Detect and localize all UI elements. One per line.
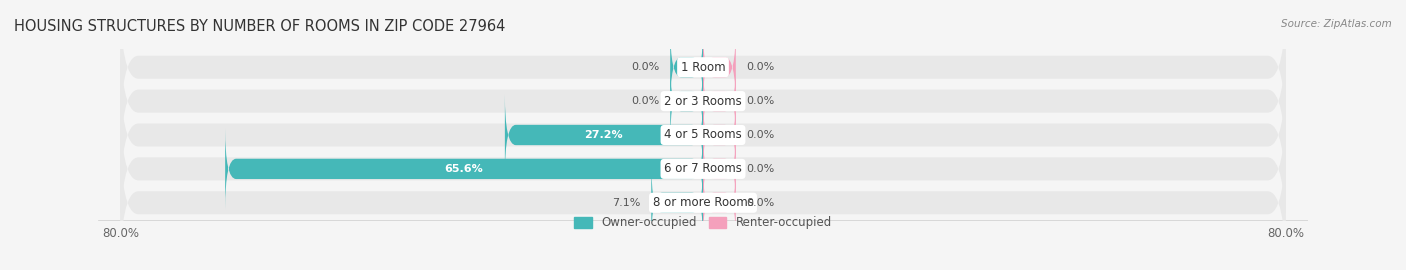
FancyBboxPatch shape <box>703 94 735 176</box>
Text: HOUSING STRUCTURES BY NUMBER OF ROOMS IN ZIP CODE 27964: HOUSING STRUCTURES BY NUMBER OF ROOMS IN… <box>14 19 505 34</box>
FancyBboxPatch shape <box>651 162 703 244</box>
FancyBboxPatch shape <box>121 96 1285 242</box>
FancyBboxPatch shape <box>703 162 735 244</box>
FancyBboxPatch shape <box>703 128 735 210</box>
Text: 0.0%: 0.0% <box>747 130 775 140</box>
Text: 0.0%: 0.0% <box>747 62 775 72</box>
Text: 7.1%: 7.1% <box>612 198 640 208</box>
Text: 27.2%: 27.2% <box>585 130 623 140</box>
FancyBboxPatch shape <box>505 94 703 176</box>
Legend: Owner-occupied, Renter-occupied: Owner-occupied, Renter-occupied <box>574 216 832 229</box>
FancyBboxPatch shape <box>121 0 1285 140</box>
FancyBboxPatch shape <box>703 60 735 142</box>
Text: 8 or more Rooms: 8 or more Rooms <box>652 196 754 209</box>
FancyBboxPatch shape <box>703 26 735 108</box>
FancyBboxPatch shape <box>121 130 1285 270</box>
Text: 0.0%: 0.0% <box>747 164 775 174</box>
Text: 1 Room: 1 Room <box>681 61 725 74</box>
Text: 0.0%: 0.0% <box>747 198 775 208</box>
Text: 2 or 3 Rooms: 2 or 3 Rooms <box>664 94 742 108</box>
Text: 0.0%: 0.0% <box>747 96 775 106</box>
FancyBboxPatch shape <box>121 62 1285 208</box>
FancyBboxPatch shape <box>121 28 1285 174</box>
FancyBboxPatch shape <box>671 60 703 142</box>
FancyBboxPatch shape <box>225 128 703 210</box>
Text: 6 or 7 Rooms: 6 or 7 Rooms <box>664 162 742 176</box>
FancyBboxPatch shape <box>671 26 703 108</box>
Text: Source: ZipAtlas.com: Source: ZipAtlas.com <box>1281 19 1392 29</box>
Text: 4 or 5 Rooms: 4 or 5 Rooms <box>664 129 742 141</box>
Text: 65.6%: 65.6% <box>444 164 484 174</box>
Text: 0.0%: 0.0% <box>631 62 659 72</box>
Text: 0.0%: 0.0% <box>631 96 659 106</box>
